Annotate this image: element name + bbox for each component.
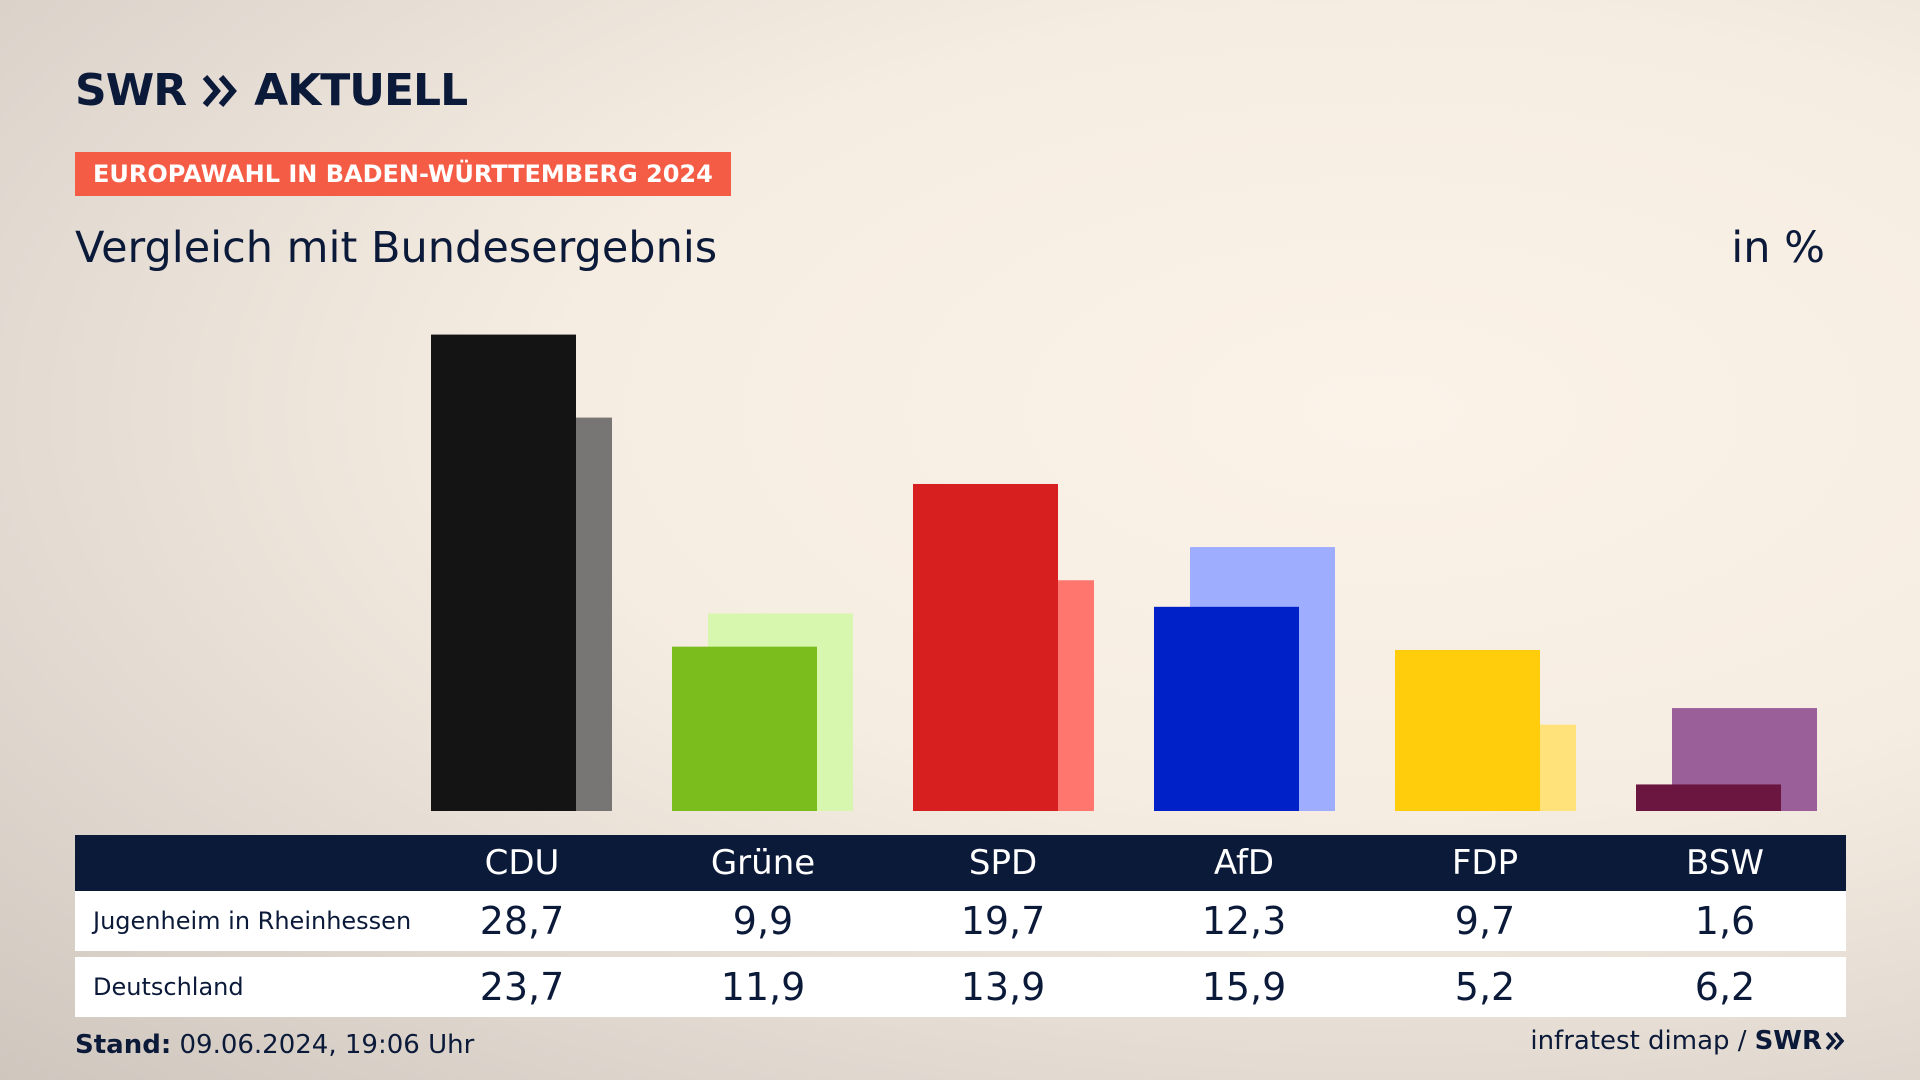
table-header-cell: FDP [1451,843,1519,883]
bar-spd-jugenheim [913,483,1058,811]
swr-small-logo: SWR [1755,1026,1845,1056]
election-banner: EUROPAWAHL IN BADEN-WÜRTTEMBERG 2024 [75,152,731,196]
table-header-cell: CDU [484,843,560,883]
unit-label: in % [1731,223,1825,273]
bar-cdu-jugenheim [431,334,576,811]
chart-subtitle: Vergleich mit Bundesergebnis [75,223,718,273]
source-credit: infratest dimap / SWR [1530,1026,1845,1056]
swr-aktuell-logo: SWR AKTUELL [75,65,468,116]
table-header-cell: SPD [968,843,1038,883]
table-header-cell: Grüne [710,843,816,883]
table-cell: 1,6 [1694,899,1756,943]
bar-afd-jugenheim [1154,606,1299,811]
table-cell: 23,7 [479,965,565,1009]
table-row: Jugenheim in Rheinhessen 28,7 9,9 19,7 1… [75,891,1846,951]
row-label: Deutschland [93,973,244,1001]
bar-chart [431,334,1817,811]
table-cell: 5,2 [1454,965,1516,1009]
table-cell: 6,2 [1694,965,1756,1009]
stand-label: Stand: [75,1030,172,1060]
table-cell: 19,7 [960,899,1046,943]
table-cell: 11,9 [720,965,806,1009]
double-chevron-icon [202,75,238,107]
bar-bsw-jugenheim [1636,784,1781,811]
table-cell: 12,3 [1201,899,1287,943]
logo-swr-text: SWR [75,65,187,116]
table-cell: 15,9 [1201,965,1287,1009]
results-table: CDU Grüne SPD AfD FDP BSW Jugenheim in R… [75,835,1846,1017]
table-header-cell: BSW [1686,843,1764,883]
source-text: infratest dimap / [1530,1026,1747,1056]
stand-value: 09.06.2024, 19:06 Uhr [179,1030,475,1060]
table-header-cell: AfD [1213,843,1275,883]
table-cell: 9,9 [732,899,794,943]
timestamp: Stand: 09.06.2024, 19:06 Uhr [75,1030,474,1060]
bar-grne-jugenheim [672,646,817,811]
bar-fdp-jugenheim [1395,649,1540,811]
table-cell: 13,9 [960,965,1046,1009]
table-cell: 28,7 [479,899,565,943]
double-chevron-icon [1825,1031,1845,1051]
table-header-row: CDU Grüne SPD AfD FDP BSW [75,835,1846,891]
row-label: Jugenheim in Rheinhessen [93,907,412,935]
swr-small-text: SWR [1754,1026,1822,1056]
table-cell: 9,7 [1454,899,1516,943]
table-row: Deutschland 23,7 11,9 13,9 15,9 5,2 6,2 [75,957,1846,1017]
logo-aktuell-text: AKTUELL [254,65,468,116]
